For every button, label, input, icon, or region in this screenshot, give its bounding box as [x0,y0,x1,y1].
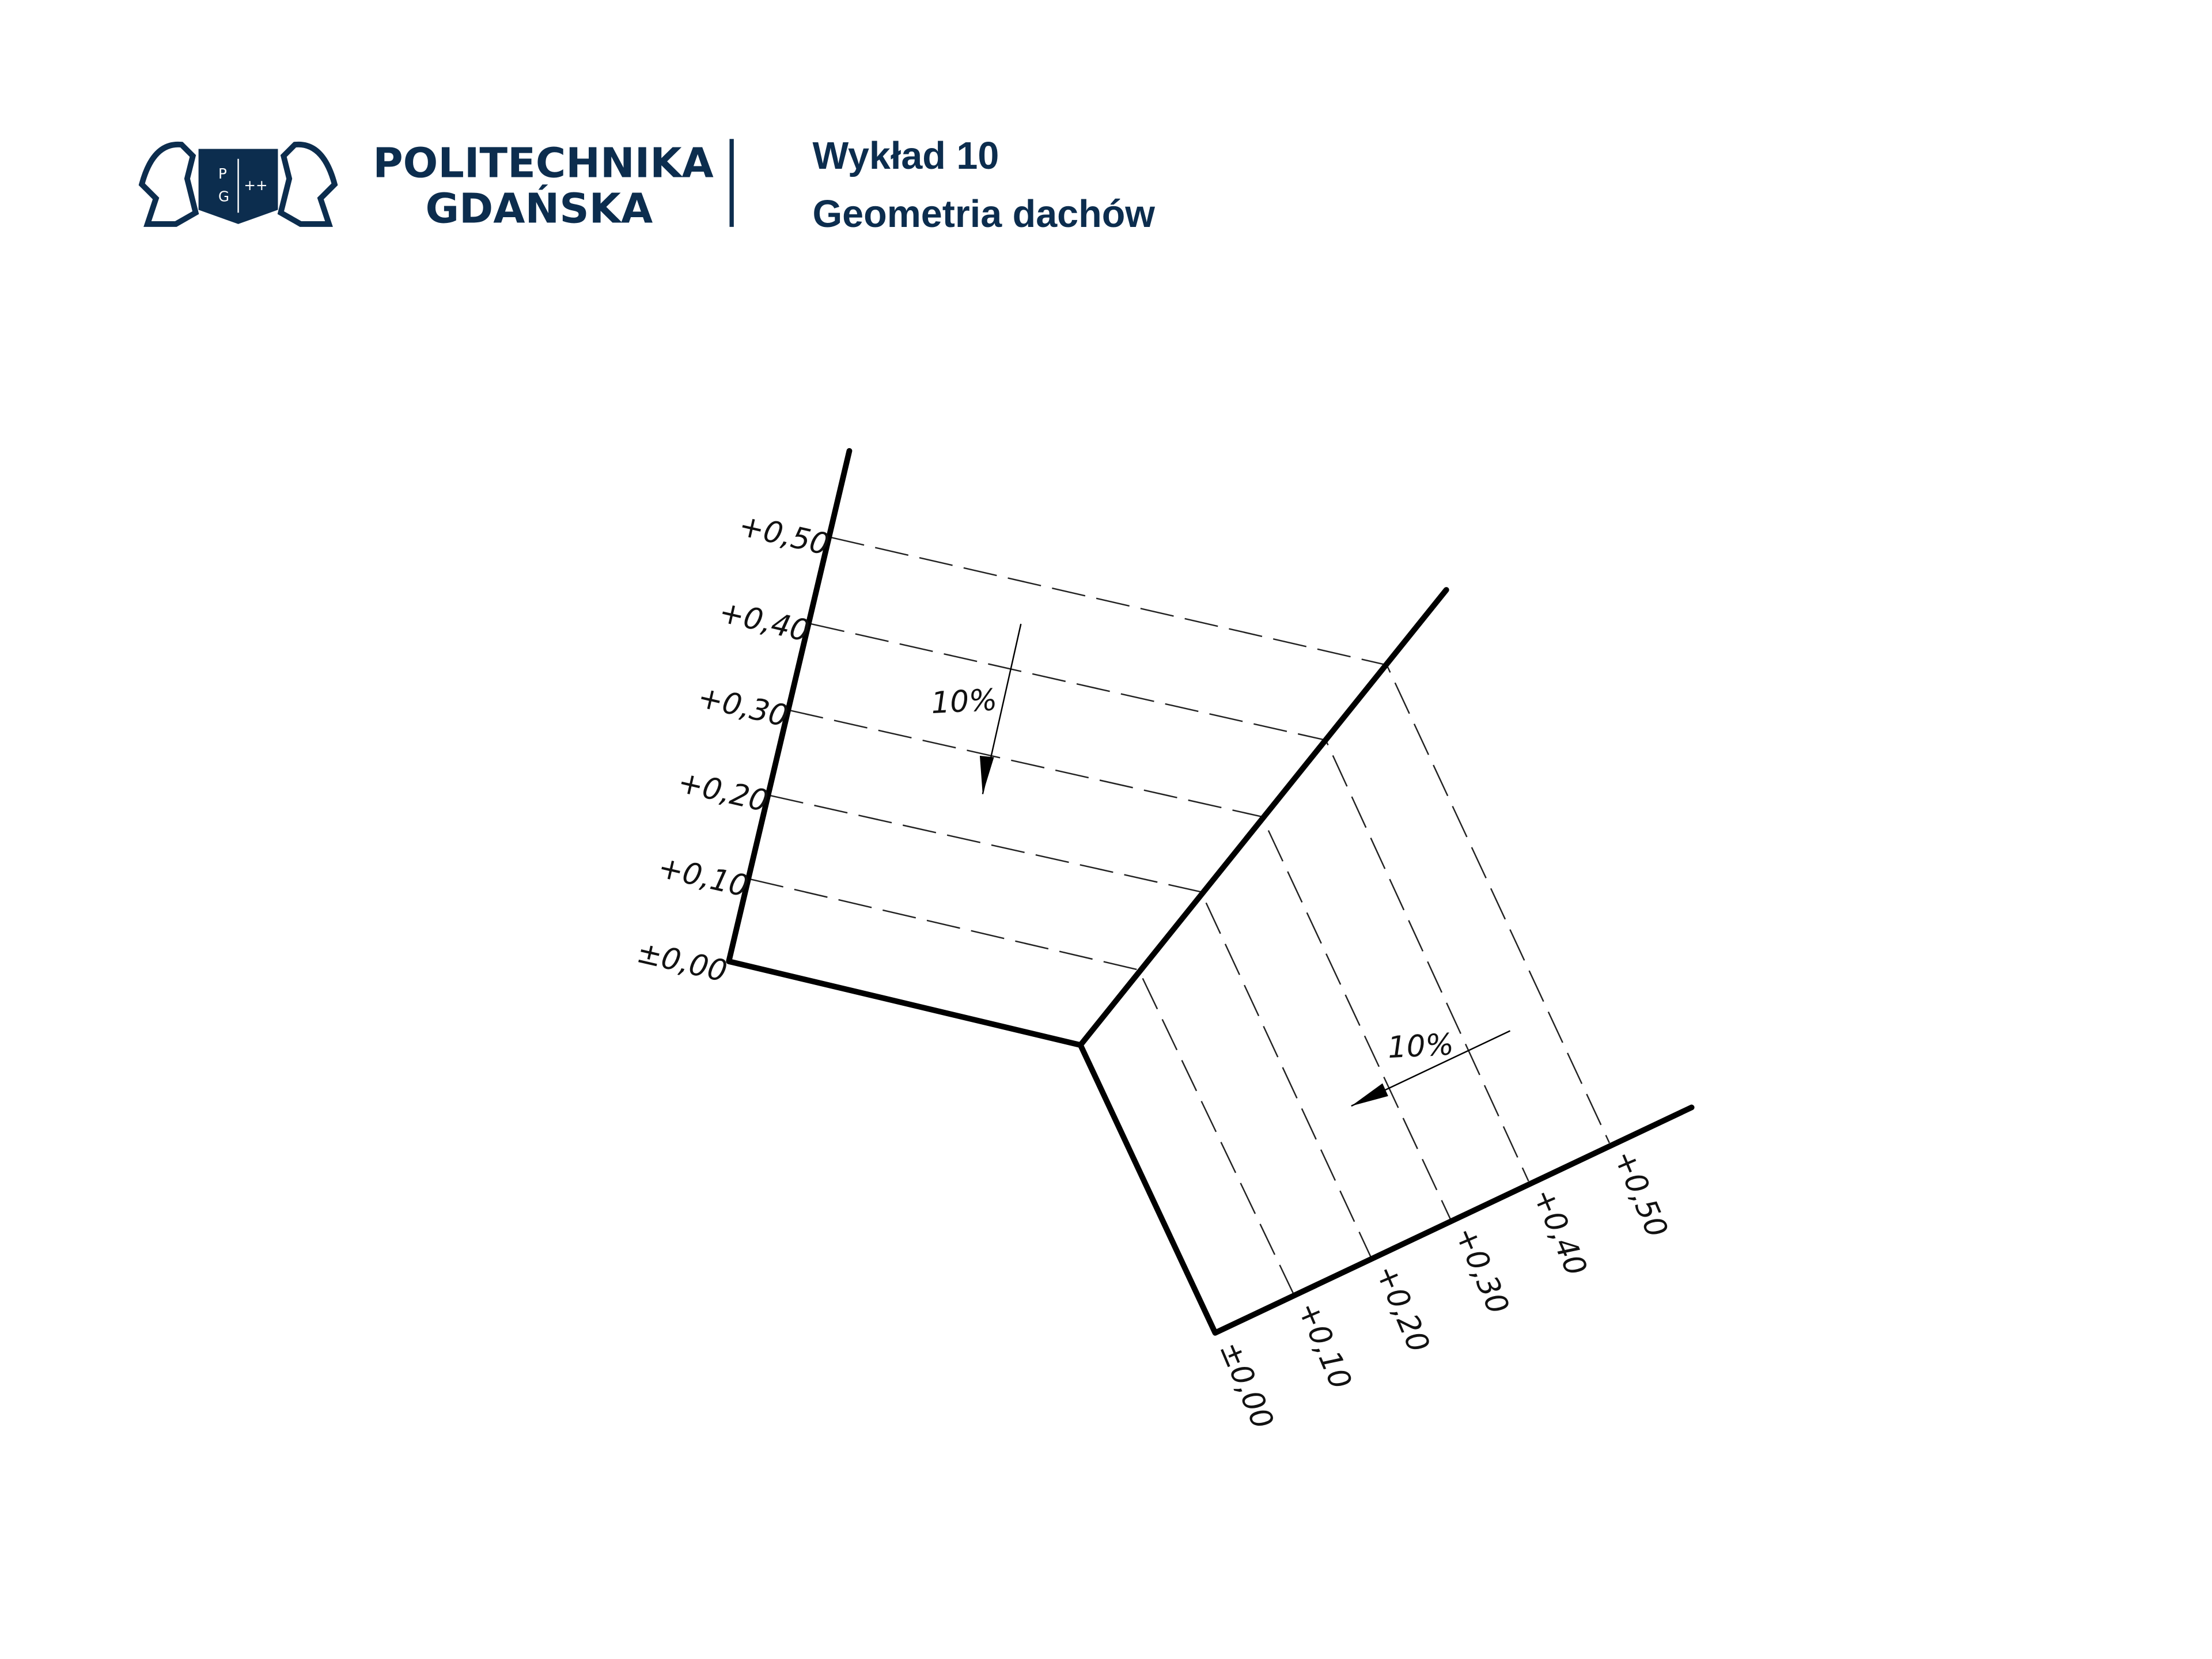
roof-outline [726,448,1695,1336]
level-label: +0,50 [736,508,832,562]
contour-0-50 [831,536,1610,1143]
slope-arrow-right [1351,1030,1511,1107]
university-name-line1: POLITECHNIKA [373,139,713,187]
level-label: +0,10 [655,850,752,904]
university-name-line2: GDAŃSKA [425,184,653,232]
contour-lines [749,536,1610,1294]
level-label: ±0,00 [1213,1336,1280,1434]
right-level-labels: ±0,00 +0,10 +0,20 +0,30 +0,40 +0,50 [1213,1145,1674,1434]
contour-0-20 [770,794,1372,1258]
level-label: +0,20 [675,765,771,819]
level-label: +0,50 [1607,1145,1674,1243]
valley-line [1077,587,1449,1048]
level-label: +0,30 [695,680,791,734]
contour-0-40 [810,623,1529,1181]
level-label: +0,20 [1369,1260,1436,1357]
level-label: +0,40 [1526,1183,1593,1281]
lecture-topic: Geometria dachów [812,193,1155,236]
contour-0-10 [749,878,1294,1294]
slope-label-right: 10% [1387,1027,1455,1065]
level-label: +0,30 [1448,1222,1516,1319]
lecture-number: Wykład 10 [812,135,999,177]
slope-arrow-left [979,623,1022,794]
level-label: +0,40 [716,594,813,649]
svg-text:G: G [218,188,229,205]
level-label: +0,10 [1290,1297,1358,1394]
slope-label-left: 10% [930,683,998,721]
left-level-labels: ±0,00 +0,10 +0,20 +0,30 +0,40 +0,50 [634,508,832,989]
svg-text:++: ++ [244,177,267,194]
university-logo: P G ++ [138,141,338,227]
svg-text:P: P [218,165,227,182]
level-label: ±0,00 [634,935,730,989]
